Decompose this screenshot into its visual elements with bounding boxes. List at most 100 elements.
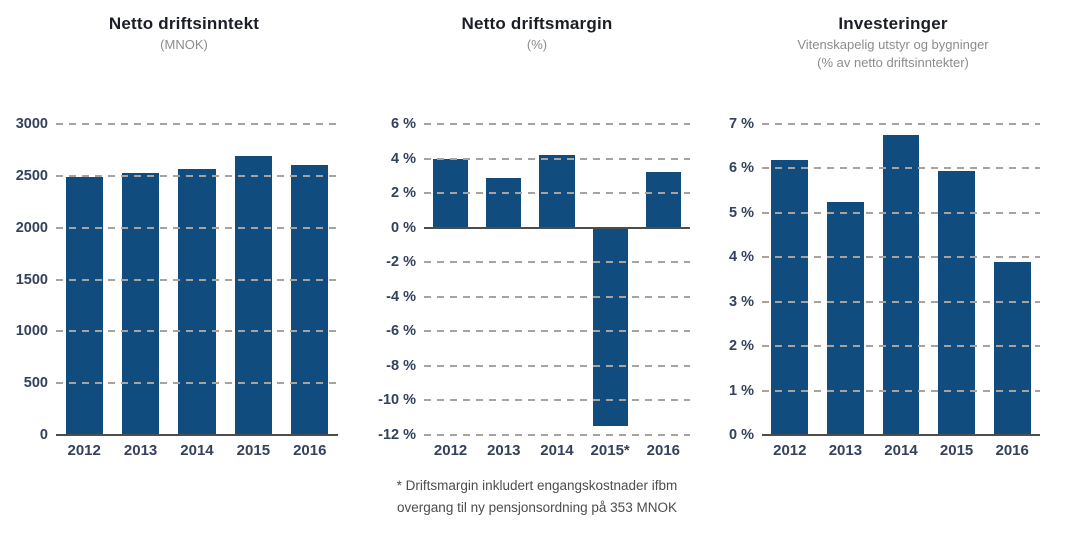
y-axis-labels: 7 % 6 % 5 % 4 % 3 % 2 % 1 % 0 % <box>706 116 762 443</box>
x-tick-label: 2013 <box>828 442 863 459</box>
x-tick-label: 2015 <box>939 442 974 459</box>
y-tick-label: 500 <box>23 375 48 392</box>
x-axis-labels-row: 2012 2013 2014 2015 2016 <box>706 435 1080 459</box>
chart-footnote: * Driftsmargin inkludert engangskostnade… <box>368 475 706 519</box>
bar-2012 <box>65 176 103 435</box>
y-axis-labels: 3000 2500 2000 1500 1000 500 0 <box>0 116 56 443</box>
x-tick-label: 2013 <box>487 442 521 459</box>
gridline <box>56 174 338 177</box>
gridline <box>56 330 338 333</box>
y-axis-labels: 6 % 4 % 2 % 0 % -2 % -4 % -6 % -8 % -10 % -12 % <box>368 116 424 443</box>
y-tick-label: -10 % <box>378 392 416 409</box>
y-tick-label: 1000 <box>15 323 48 340</box>
plot-row: 3000 2500 2000 1500 1000 500 0 <box>0 116 368 443</box>
y-tick-label: 7 % <box>729 116 754 132</box>
x-axis-labels: 2012 2013 2014 2015* 2016 <box>424 442 690 459</box>
gridline <box>762 389 1040 392</box>
y-tick-label: 0 <box>39 427 48 443</box>
y-tick-label: 2500 <box>15 167 48 184</box>
plot-area <box>424 123 690 436</box>
y-tick-label: 2 % <box>729 338 754 355</box>
gridline <box>424 261 690 264</box>
chart-subtitle: (MNOK) <box>160 37 208 52</box>
gridline <box>56 226 338 229</box>
bar-2015 <box>234 156 272 435</box>
y-tick-label: 4 % <box>391 150 416 167</box>
y-tick-label: 0 % <box>391 219 416 236</box>
chart-netto-driftsinntekt: Netto driftsinntekt (MNOK) 3000 2500 2000 1… <box>0 0 368 536</box>
bar-2016 <box>993 261 1031 435</box>
chart-subtitle-line2: (% av netto driftsinntekter) <box>817 55 969 70</box>
chart-subtitle: Vitenskapelig utstyr og bygninger <box>797 37 989 52</box>
x-axis-labels-row: 2012 2013 2014 2015 2016 <box>0 435 368 459</box>
gridline <box>424 399 690 402</box>
footnote-line-2: overgang til ny pensjonsordning på 353 M… <box>397 500 677 515</box>
y-tick-label: -8 % <box>386 357 416 374</box>
y-tick-label: 1 % <box>729 382 754 399</box>
gridline <box>424 434 690 436</box>
x-axis-labels: 2012 2013 2014 2015 2016 <box>56 442 338 459</box>
y-tick-label: 2000 <box>15 219 48 236</box>
plot-row: 7 % 6 % 5 % 4 % 3 % 2 % 1 % 0 % <box>706 116 1080 443</box>
plot-area <box>56 123 338 436</box>
y-tick-label: -2 % <box>386 254 416 271</box>
bar-2016 <box>645 172 681 228</box>
gridline <box>56 382 338 385</box>
x-tick-label: 2012 <box>67 442 101 459</box>
gridline <box>762 123 1040 125</box>
bar-2012 <box>771 159 809 435</box>
footnote-line-1: * Driftsmargin inkludert engangskostnade… <box>396 478 678 493</box>
x-tick-label: 2013 <box>123 442 158 459</box>
y-tick-label: 6 % <box>391 116 416 132</box>
bar-2016 <box>291 165 329 435</box>
gridline <box>424 157 690 160</box>
y-tick-label: -6 % <box>386 323 416 340</box>
x-tick-label: 2014 <box>884 442 918 459</box>
y-tick-label: 5 % <box>729 204 754 221</box>
gridline <box>424 330 690 333</box>
x-tick-label: 2015* <box>590 442 630 459</box>
y-tick-label: -12 % <box>378 427 416 443</box>
x-axis-labels: 2012 2013 2014 2015 2016 <box>762 442 1040 459</box>
y-tick-label: 2 % <box>391 185 416 202</box>
plot-area <box>762 123 1040 436</box>
gridline <box>56 278 338 281</box>
x-tick-label: 2016 <box>293 442 327 459</box>
x-tick-label: 2012 <box>433 442 468 459</box>
x-tick-label: 2012 <box>773 442 807 459</box>
bar-2014 <box>539 155 575 228</box>
x-axis-line <box>56 434 338 436</box>
y-tick-label: 0 % <box>729 427 754 443</box>
y-tick-label: 3000 <box>15 116 48 132</box>
x-tick-label: 2014 <box>540 442 574 459</box>
gridline <box>762 211 1040 214</box>
y-tick-label: -4 % <box>386 288 416 305</box>
bar-2014 <box>882 135 920 435</box>
x-tick-label: 2016 <box>995 442 1029 459</box>
y-tick-label: 4 % <box>729 249 754 266</box>
bar-2014 <box>178 169 216 435</box>
x-tick-label: 2015 <box>236 442 271 459</box>
y-tick-label: 6 % <box>729 160 754 177</box>
gridline <box>56 123 338 125</box>
bar-2013 <box>486 177 522 228</box>
chart-title: Netto driftsmargin <box>461 14 613 33</box>
bar-2013 <box>827 201 864 435</box>
gridline <box>762 345 1040 348</box>
gridline <box>762 300 1040 303</box>
gridline <box>762 167 1040 170</box>
plot-row: 6 % 4 % 2 % 0 % -2 % -4 % -6 % -8 % -10 % -12 % <box>368 116 706 443</box>
chart-investeringer: Investeringer Vitenskapelig utstyr og by… <box>706 0 1080 536</box>
x-tick-label: 2014 <box>180 442 214 459</box>
chart-subtitle: (%) <box>526 37 548 52</box>
chart-title: Netto driftsinntekt <box>108 14 260 33</box>
x-tick-label: 2016 <box>646 442 681 459</box>
x-axis-line <box>762 434 1040 436</box>
bar-2013 <box>121 172 160 435</box>
gridline <box>424 364 690 367</box>
bar-2015 <box>938 170 975 435</box>
gridline <box>762 256 1040 259</box>
gridline <box>424 123 690 125</box>
x-axis-line <box>424 226 690 229</box>
